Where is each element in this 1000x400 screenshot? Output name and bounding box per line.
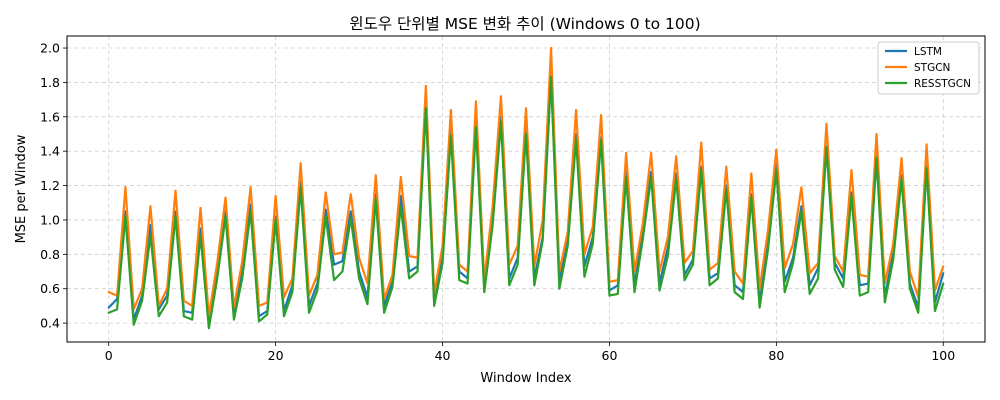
legend: LSTM STGCN RESSTGCN <box>877 41 980 95</box>
chart-title: 윈도우 단위별 MSE 변화 추이 (Windows 0 to 100) <box>349 15 700 33</box>
x-axis-label: Window Index <box>480 371 571 386</box>
y-tick-label: 0.4 <box>40 316 60 331</box>
legend-label: STGCN <box>914 62 950 74</box>
x-tick-label: 20 <box>268 348 284 363</box>
y-tick-label: 1.4 <box>40 144 60 159</box>
y-tick-label: 1.6 <box>40 109 60 124</box>
plot-frame <box>66 35 986 343</box>
y-tick-label: 1.8 <box>40 75 60 90</box>
y-tick-label: 2.0 <box>40 41 60 56</box>
legend-label: LSTM <box>914 46 942 58</box>
series-lines <box>107 46 945 330</box>
y-tick-label: 0.8 <box>40 247 60 262</box>
y-tick-label: 1.2 <box>40 178 60 193</box>
y-tick-label: 0.6 <box>40 281 60 296</box>
x-tick-label: 40 <box>435 348 451 363</box>
x-axis-ticks: 0 20 40 60 80 100 <box>105 342 955 363</box>
legend-box <box>877 41 980 95</box>
y-axis-label: MSE per Window <box>14 134 29 243</box>
series-line-stgcn <box>107 46 945 318</box>
legend-label: RESSTGCN <box>914 78 971 90</box>
x-tick-label: 80 <box>768 348 784 363</box>
y-axis-ticks: 0.4 0.6 0.8 1.0 1.2 1.4 1.6 1.8 2.0 <box>40 41 67 331</box>
y-tick-label: 1.0 <box>40 212 60 227</box>
series-line-resstgcn <box>107 76 945 330</box>
x-tick-label: 0 <box>105 348 113 363</box>
x-tick-label: 100 <box>931 348 955 363</box>
x-tick-label: 60 <box>602 348 618 363</box>
